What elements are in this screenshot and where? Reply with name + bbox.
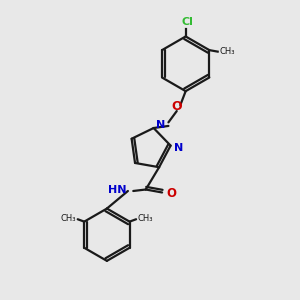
Text: N: N	[174, 143, 183, 153]
Text: Cl: Cl	[181, 17, 193, 27]
Text: O: O	[171, 100, 182, 113]
Text: CH₃: CH₃	[220, 47, 235, 56]
Text: CH₃: CH₃	[138, 214, 153, 223]
Text: HN: HN	[108, 185, 126, 195]
Text: CH₃: CH₃	[60, 214, 76, 223]
Text: N: N	[155, 120, 165, 130]
Text: O: O	[167, 187, 177, 200]
